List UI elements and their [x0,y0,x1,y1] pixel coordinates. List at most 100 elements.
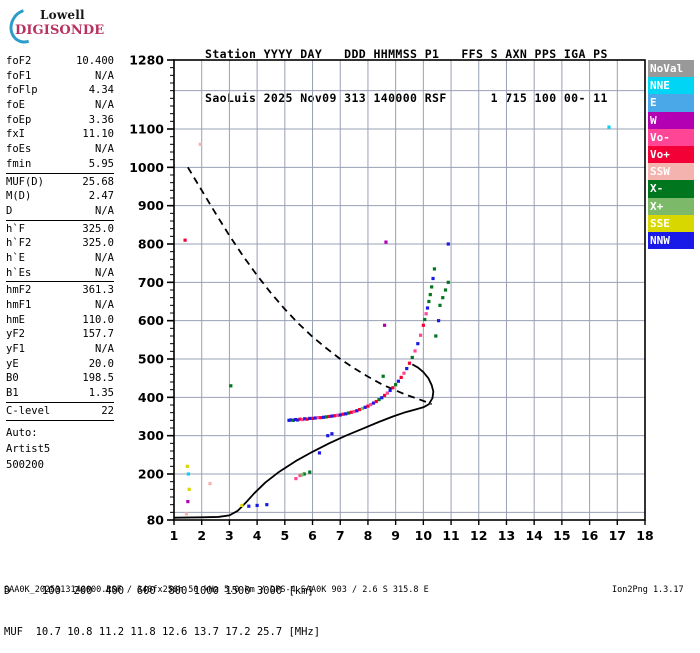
param-row-mufd: MUF(D) 25.68 [6,175,114,190]
echo-data-point [407,361,412,365]
echo-data-point [402,371,406,375]
axis-label-x: 15 [553,528,570,543]
echo-data-point [186,472,191,476]
footer-version: Ion2Png 1.3.17 [612,585,684,595]
echo-data-point [185,464,189,468]
axis-label-y: 500 [138,352,164,367]
echo-data-point [416,342,420,346]
legend-swatch-nnw[interactable]: NNW [648,231,694,250]
param-row-fmin: fmin 5.95 [6,157,114,172]
param-key: B0 [6,372,19,385]
echo-data-point [377,398,381,402]
param-value: 5.95 [88,157,114,170]
axis-label-y: 900 [138,198,164,213]
echo-data-point [428,293,432,297]
param-key: fxI [6,128,25,141]
axis-label-x: 1 [170,528,179,543]
axis-label-y: 400 [138,390,164,405]
axis-label-x: 10 [415,528,433,543]
param-row-foflp: foFlp 4.34 [6,83,114,98]
echo-data-point [338,413,342,417]
legend-swatch-w[interactable]: W [648,111,694,129]
echo-data-point [186,500,190,504]
param-key: foF1 [6,69,32,82]
echo-data-point [287,418,291,422]
echo-data-point [187,487,191,491]
param-value: 325.0 [82,237,114,250]
legend-swatch-ssw[interactable]: SSW [648,163,694,181]
echo-data-point [410,355,414,360]
echo-data-point [324,415,328,419]
station-header-labels: Station YYYY DAY DDD HHMMSS P1 FFS S AXN… [205,47,608,61]
echo-data-point [421,323,425,327]
param-key: hmF1 [6,299,32,311]
param-key: h`F [6,222,25,235]
legend-swatch-x[interactable]: X- [648,180,694,198]
echo-data-point [434,334,438,338]
axis-label-y: 800 [138,237,164,252]
echo-data-point [326,434,330,438]
echo-data-point [363,405,367,409]
param-row-hmf1: hmF1 N/A [6,298,114,313]
muf-distance-row: D 100 200 400 600 800 1000 1500 3000 [km… [4,585,314,597]
param-key: yF2 [6,328,25,341]
axis-label-y: 200 [138,467,164,482]
param-row-b1: B1 1.35 [6,386,114,401]
axis-label-x: 13 [498,528,515,543]
autoscaling-line-1: Artist5 [6,442,51,455]
axis-label-y: 1280 [129,53,164,68]
axis-label-x: 6 [308,528,317,543]
echo-data-point [300,473,304,477]
axis-label-x: 9 [391,528,400,543]
param-key: B1 [6,387,19,400]
echo-data-point [366,404,370,408]
param-group-divider [6,281,114,283]
ionogram-parameter-table: foF2 10.400 foF1 N/A foFlp 4.34 foE N/A foEp 3.36… [6,54,114,473]
echo-data-point [308,470,312,474]
param-value: 157.7 [82,328,114,341]
param-row-he: h`E N/A [6,251,114,266]
param-value: 20.0 [88,357,114,370]
param-key: hmF2 [6,284,32,297]
param-key: yE [6,357,19,370]
echo-data-point [360,406,364,411]
param-row-hmf2: hmF2 361.3 [6,283,114,298]
param-key: foE [6,99,25,112]
echo-data-point [388,388,392,393]
legend-swatch-vo[interactable]: Vo- [648,128,694,146]
echo-data-point [391,386,395,390]
param-value: N/A [95,251,114,264]
legend-swatch-nne[interactable]: NNE [648,77,694,95]
param-value: N/A [95,343,114,356]
legend-swatch-vo[interactable]: Vo+ [648,145,694,164]
param-key: h`E [6,251,25,264]
legend-swatch-sse[interactable]: SSE [648,214,694,232]
legend-swatch-x[interactable]: X+ [648,197,694,215]
param-value: 198.5 [82,372,114,385]
echo-data-point [399,375,403,379]
param-row-foes: foEs N/A [6,142,114,157]
axis-label-x: 8 [364,528,373,543]
echo-data-point [333,414,337,418]
echo-data-point [371,401,376,405]
electron-density-profile-curve [173,363,435,519]
echo-data-point [341,412,345,416]
echo-data-point [293,417,297,422]
param-value: N/A [95,266,114,279]
echo-data-point [430,285,434,289]
ionogram-plot: 80 200 300 400 500 600 700 800 900 1000 1100 1280 1 2… [129,53,654,544]
echo-data-point [446,242,450,246]
param-value: N/A [95,299,114,311]
echo-data-point [265,503,269,507]
param-key: D [6,204,13,217]
param-group-divider [6,219,114,221]
legend-swatch-e[interactable]: E [648,94,694,112]
autoscaling-info: Auto: Artist5 500200 [6,425,114,473]
legend-swatch-noval[interactable]: NoVal [648,60,694,78]
param-row-hes: h`Es N/A [6,266,114,281]
echo-data-point [313,416,317,420]
muf-distance-table: D 100 200 400 600 800 1000 1500 3000 [km… [4,558,320,653]
echo-data-point [427,299,431,304]
echo-data-point [319,416,323,420]
echo-data-point [352,409,356,414]
